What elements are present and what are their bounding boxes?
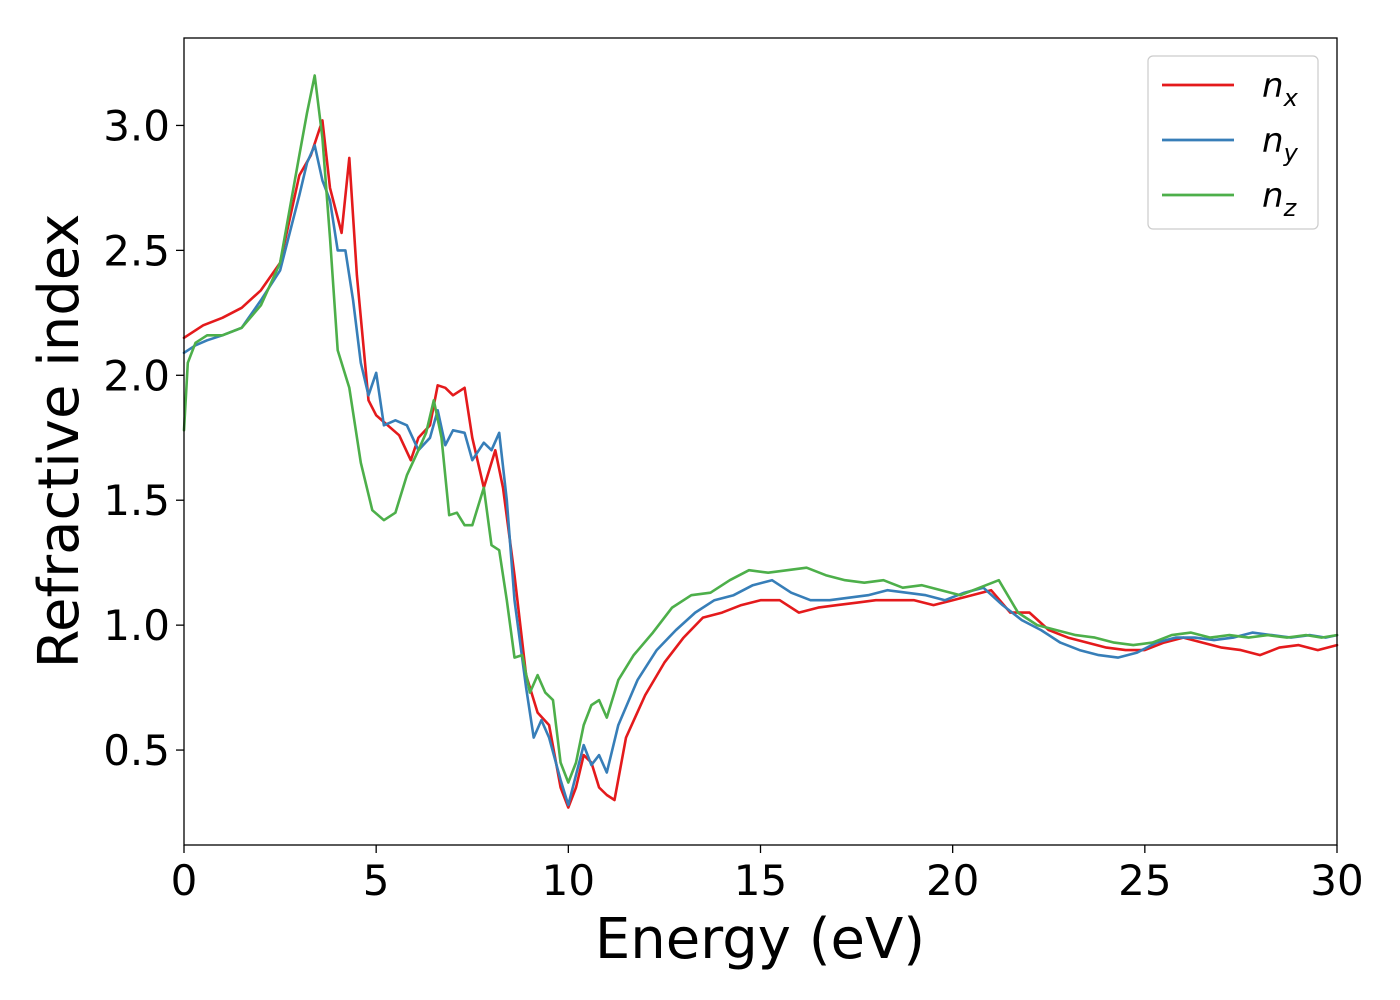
- y-tick-label: 2.5: [103, 226, 170, 275]
- y-axis: 0.5 1.0 1.5 2.0 2.5 3.0: [103, 101, 184, 775]
- legend-box: [1147, 55, 1319, 230]
- legend-label-n-x: nx: [1262, 66, 1299, 112]
- legend-label-n-z: nz: [1262, 176, 1298, 222]
- x-tick-label: 5: [363, 856, 390, 905]
- y-tick-label: 1.5: [103, 476, 170, 525]
- x-tick-label: 0: [171, 856, 198, 905]
- legend: nx ny nz: [1147, 55, 1319, 230]
- y-tick-label: 3.0: [103, 101, 170, 150]
- y-tick-label: 0.5: [103, 726, 170, 775]
- x-tick-label: 10: [542, 856, 595, 905]
- series-line-n-y: [182, 144, 1339, 807]
- x-tick-label: 15: [734, 856, 787, 905]
- x-tick-label: 25: [1118, 856, 1171, 905]
- x-axis-title: Energy (eV): [595, 907, 925, 972]
- series-line-n-z: [182, 74, 1339, 784]
- x-tick-label: 30: [1310, 856, 1363, 905]
- plot-background: [184, 38, 1337, 845]
- series-layer: [182, 74, 1339, 809]
- x-axis: 0 5 10 15 20 25 30: [171, 845, 1364, 905]
- x-tick-label: 20: [926, 856, 979, 905]
- y-tick-label: 2.0: [103, 351, 170, 400]
- y-axis-title: Refractive index: [27, 214, 92, 669]
- y-tick-label: 1.0: [103, 601, 170, 650]
- legend-label-n-y: ny: [1262, 121, 1299, 167]
- series-line-n-x: [182, 119, 1339, 809]
